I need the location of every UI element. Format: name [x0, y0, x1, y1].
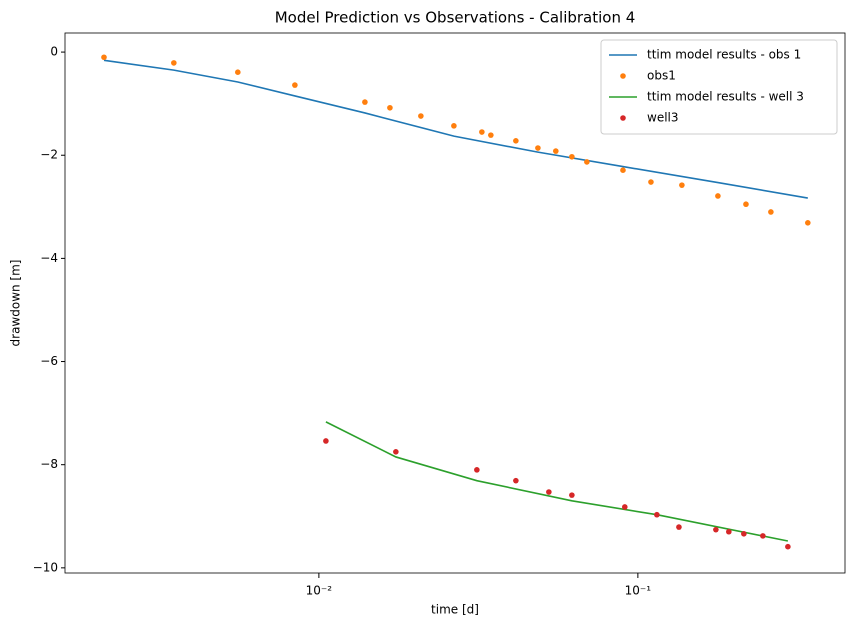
y-tick-label: −6	[40, 354, 58, 368]
series-line	[325, 421, 789, 542]
data-point	[235, 69, 241, 75]
data-point	[620, 167, 626, 173]
legend-label: ttim model results - well 3	[647, 90, 804, 104]
data-point	[292, 82, 298, 88]
y-tick-label: −8	[40, 457, 58, 471]
legend-swatch	[620, 115, 626, 121]
data-point	[713, 526, 719, 533]
data-point	[323, 438, 329, 444]
data-point	[474, 467, 480, 473]
data-point	[648, 179, 654, 185]
y-tick-label: −10	[33, 560, 58, 574]
y-tick-label: 0	[50, 45, 58, 59]
data-point	[546, 489, 552, 495]
data-point	[743, 201, 749, 208]
plot-frame	[64, 32, 846, 574]
data-point	[362, 99, 368, 105]
series-line	[103, 59, 808, 199]
data-point	[513, 477, 519, 484]
x-axis-label: time [d]	[431, 603, 479, 617]
data-point	[569, 153, 575, 160]
data-point	[741, 531, 747, 537]
data-point	[553, 148, 559, 154]
data-point	[785, 543, 791, 550]
data-point	[676, 524, 682, 530]
legend-box	[600, 39, 838, 135]
data-point	[569, 492, 575, 498]
y-tick-label: −4	[40, 251, 58, 265]
x-tick-label: 10⁻¹	[625, 584, 652, 598]
data-point	[101, 54, 107, 61]
data-point	[768, 209, 774, 215]
data-point	[513, 137, 519, 144]
data-point	[535, 145, 541, 151]
data-point	[171, 60, 177, 66]
data-point	[488, 132, 494, 138]
y-axis-label: drawdown [m]	[9, 260, 23, 347]
data-point	[679, 182, 685, 188]
data-point	[387, 104, 393, 111]
x-tick-label: 10⁻²	[306, 584, 333, 598]
data-point	[622, 504, 628, 510]
data-point	[654, 511, 660, 518]
legend-label: well3	[647, 111, 679, 125]
legend-swatch	[620, 73, 626, 79]
data-point	[451, 123, 457, 129]
data-point	[715, 193, 721, 199]
data-point	[584, 159, 590, 165]
y-tick-label: −2	[40, 148, 58, 162]
data-point	[393, 448, 399, 455]
data-point	[418, 113, 424, 119]
data-point	[726, 528, 732, 535]
data-point	[760, 533, 766, 539]
legend-label: obs1	[647, 69, 676, 83]
data-point	[805, 219, 811, 226]
data-point	[479, 129, 485, 135]
legend-label: ttim model results - obs 1	[647, 48, 801, 62]
chart-title: Model Prediction vs Observations - Calib…	[275, 9, 636, 27]
